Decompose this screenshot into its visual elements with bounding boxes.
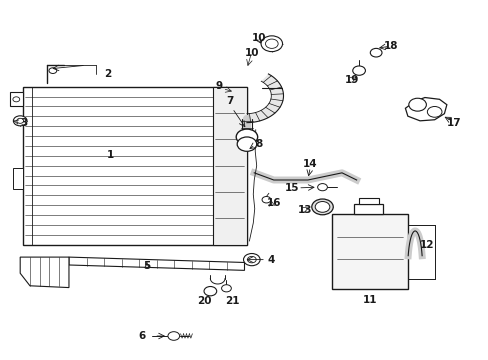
Text: 4: 4 <box>267 255 275 265</box>
Text: 16: 16 <box>266 198 281 208</box>
Circle shape <box>49 68 57 73</box>
Bar <box>212 87 246 244</box>
Circle shape <box>221 285 231 292</box>
Text: 2: 2 <box>104 69 111 79</box>
Bar <box>358 198 378 204</box>
Circle shape <box>236 129 257 145</box>
Text: 10: 10 <box>244 48 259 58</box>
Text: 3: 3 <box>14 118 27 128</box>
Text: 5: 5 <box>143 261 150 271</box>
Bar <box>22 87 246 244</box>
Text: 17: 17 <box>446 118 461 128</box>
Text: 19: 19 <box>344 75 358 85</box>
Circle shape <box>13 97 20 102</box>
Text: 11: 11 <box>362 295 377 305</box>
Text: 1: 1 <box>106 150 114 160</box>
Circle shape <box>17 118 23 123</box>
Bar <box>10 92 22 107</box>
Circle shape <box>262 197 270 203</box>
Text: 15: 15 <box>285 183 299 193</box>
Text: 18: 18 <box>383 41 397 50</box>
Circle shape <box>167 332 179 340</box>
Text: 14: 14 <box>303 159 317 169</box>
Text: 12: 12 <box>419 239 434 249</box>
Bar <box>331 214 407 289</box>
Circle shape <box>317 184 327 191</box>
Circle shape <box>243 253 260 266</box>
Text: 9: 9 <box>215 81 222 91</box>
Text: 7: 7 <box>226 96 233 106</box>
Circle shape <box>311 199 332 215</box>
Circle shape <box>315 202 329 212</box>
Text: 10: 10 <box>251 33 266 43</box>
Circle shape <box>352 66 365 75</box>
PathPatch shape <box>246 74 283 123</box>
Text: 13: 13 <box>298 206 312 216</box>
Text: 21: 21 <box>224 296 239 306</box>
Circle shape <box>237 137 256 151</box>
Circle shape <box>261 36 282 51</box>
Circle shape <box>13 116 27 126</box>
Text: 20: 20 <box>197 296 211 306</box>
Circle shape <box>265 39 278 48</box>
Text: 6: 6 <box>138 331 145 341</box>
Polygon shape <box>20 257 69 288</box>
Circle shape <box>369 48 381 57</box>
Circle shape <box>427 107 441 117</box>
Bar <box>353 204 383 214</box>
Text: 8: 8 <box>255 139 262 149</box>
Polygon shape <box>405 98 446 121</box>
Bar <box>13 168 22 189</box>
Circle shape <box>408 98 426 111</box>
Circle shape <box>247 256 256 263</box>
Circle shape <box>203 287 216 296</box>
Polygon shape <box>69 257 244 270</box>
